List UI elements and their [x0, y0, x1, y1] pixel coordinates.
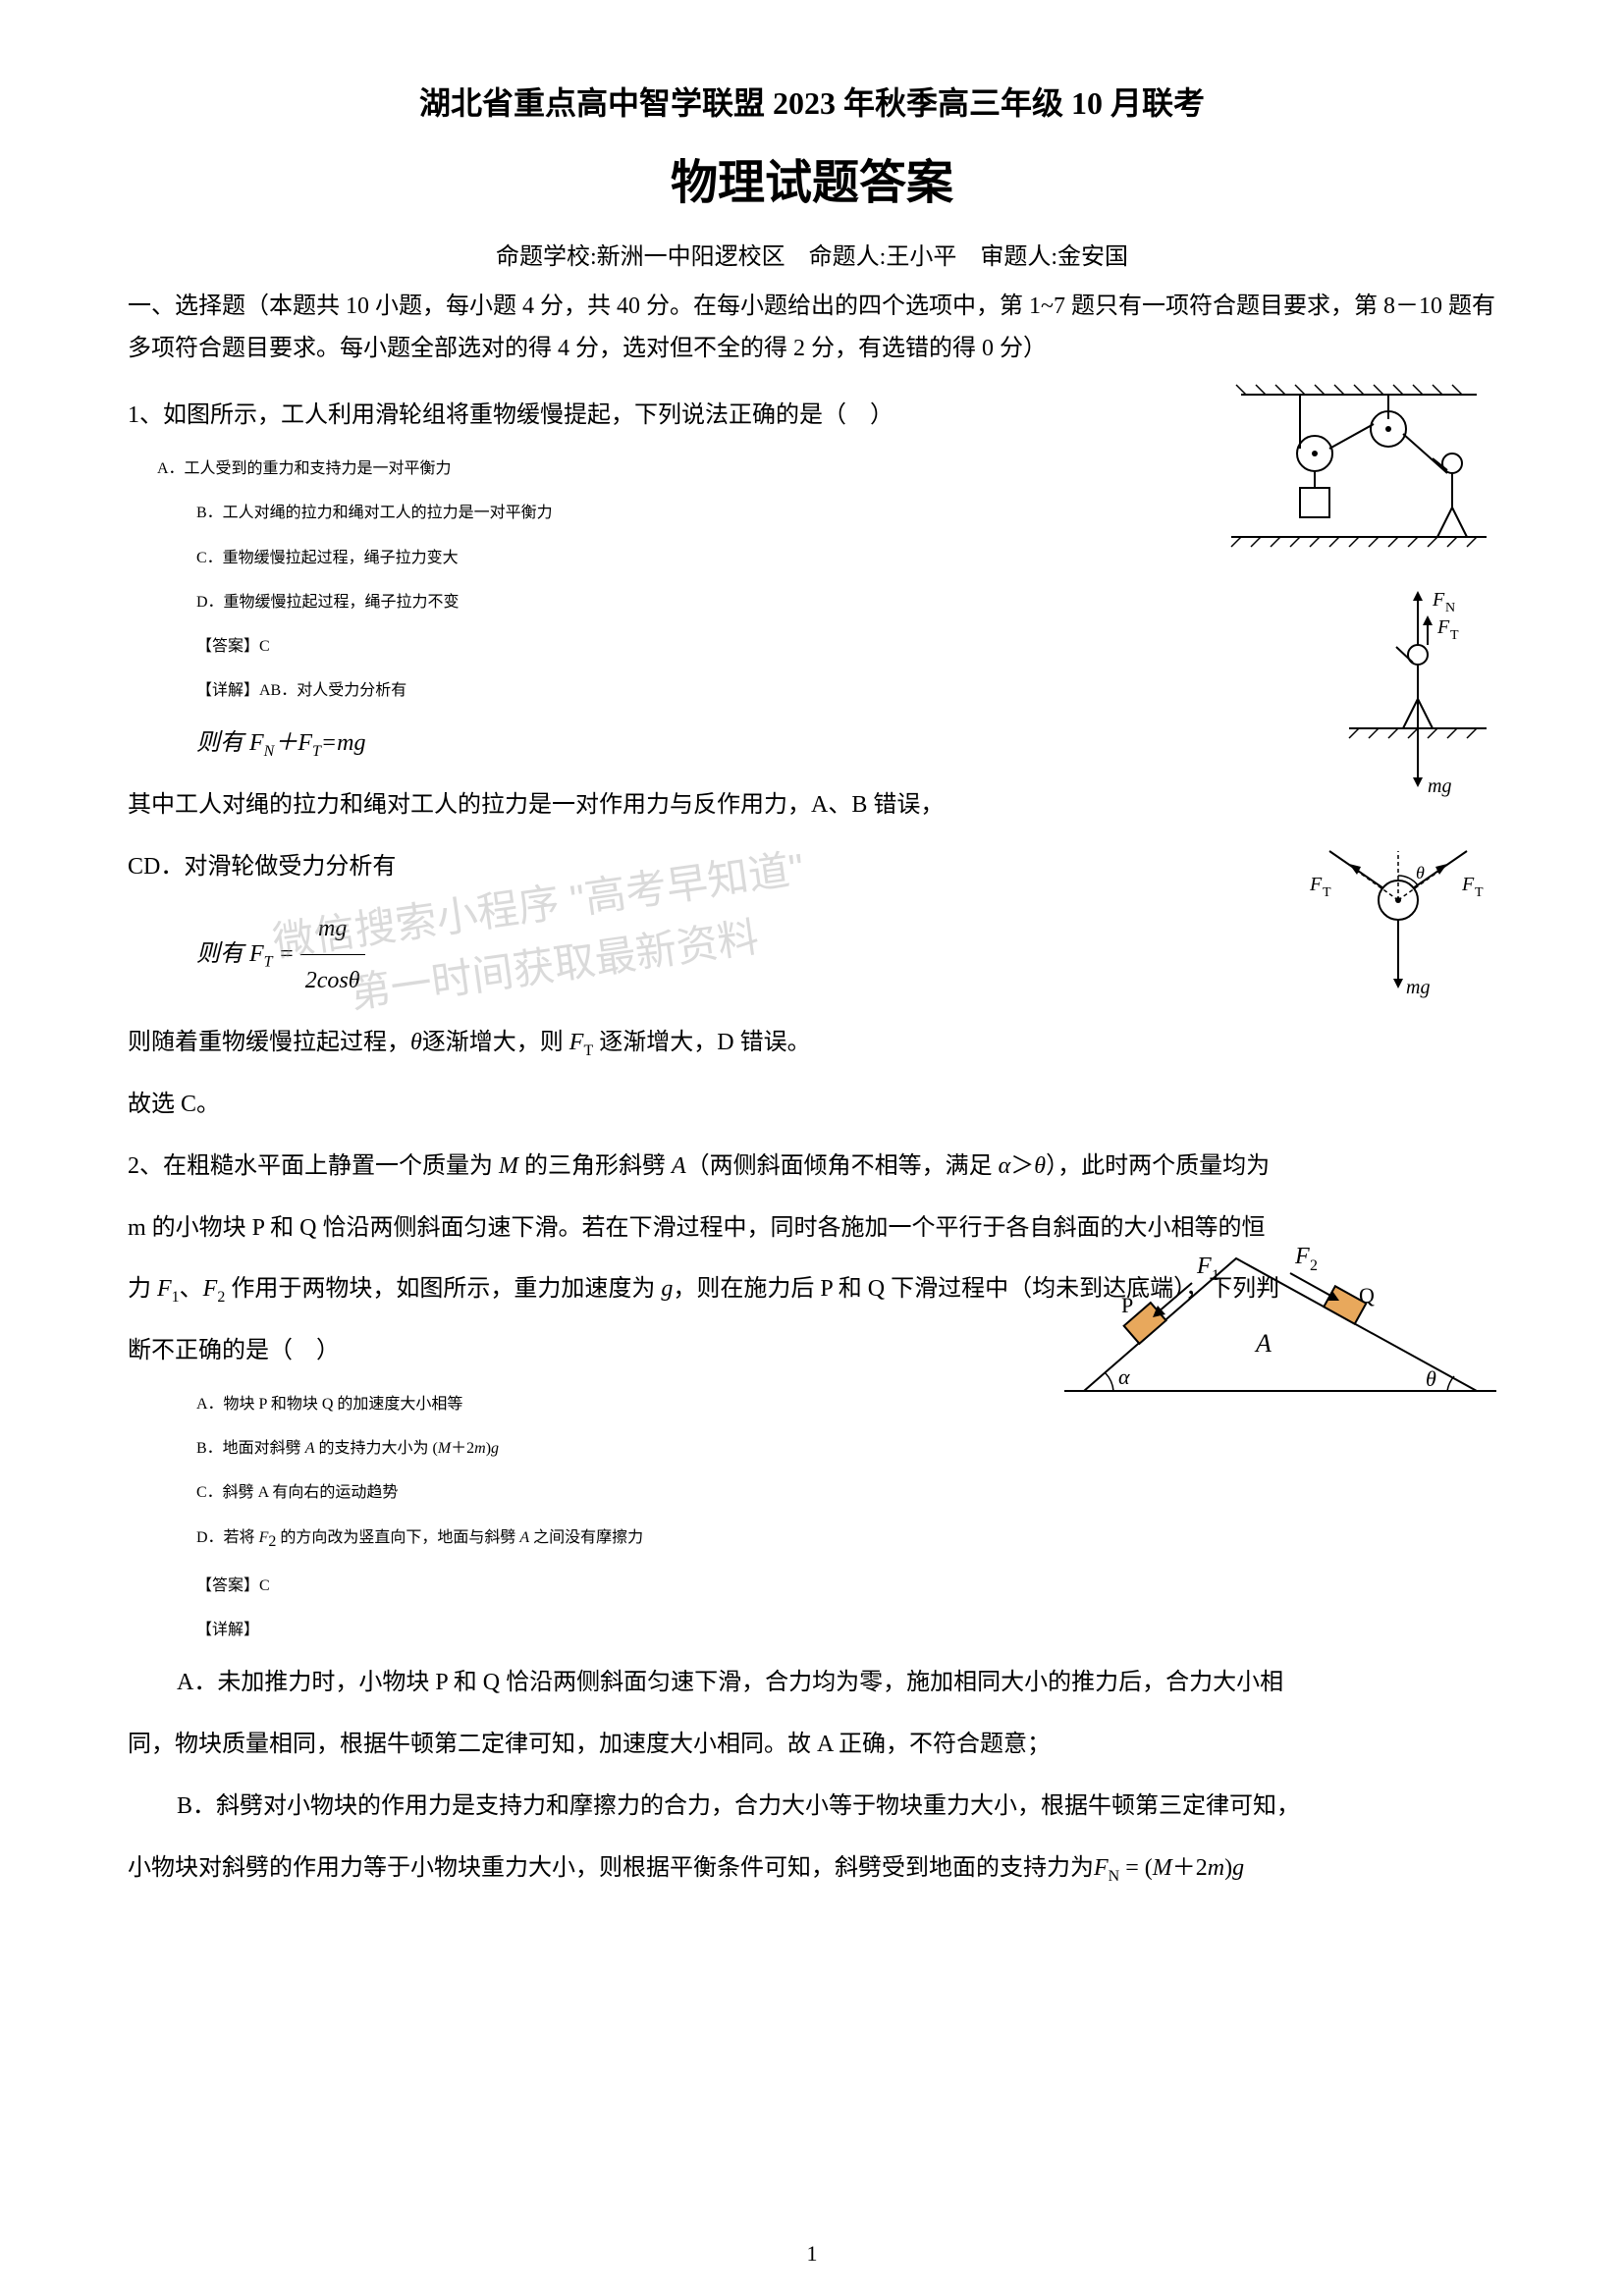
q1-explain-cd: CD．对滑轮做受力分析有	[128, 841, 1496, 893]
svg-text:F: F	[1196, 1254, 1212, 1279]
exam-header: 湖北省重点高中智学联盟 2023 年秋季高三年级 10 月联考	[128, 79, 1496, 124]
page-number: 1	[807, 2241, 818, 2267]
q2-explain-a: A．未加推力时，小物块 P 和 Q 恰沿两侧斜面匀速下滑，合力均为零，施加相同大…	[128, 1657, 1496, 1709]
q1-explain-ab-label: 【详解】AB．对人受力分析有	[196, 673, 1496, 708]
q1-figure-angle: F T F T θ mg	[1300, 831, 1496, 1008]
svg-text:F: F	[1461, 874, 1475, 895]
q1-figure-force: F N F T	[1320, 586, 1496, 802]
meta-info: 命题学校:新洲一中阳逻校区 命题人:王小平 审题人:金安国	[128, 237, 1496, 271]
svg-text:1: 1	[1212, 1267, 1219, 1284]
q2-explain-b: B．斜劈对小物块的作用力是支持力和摩擦力的合力，合力大小等于物块重力大小，根据牛…	[128, 1781, 1496, 1833]
section1-intro: 一、选择题（本题共 10 小题，每小题 4 分，共 40 分。在每小题给出的四个…	[128, 286, 1496, 370]
svg-text:F: F	[1432, 589, 1445, 611]
svg-text:F: F	[1309, 874, 1323, 895]
q1-figure-pulley	[1221, 380, 1496, 557]
svg-text:T: T	[1475, 885, 1484, 900]
q2-explain-label: 【详解】	[196, 1613, 1496, 1647]
q1-formula2-num: mg	[300, 903, 365, 956]
q2-option-d: D．若将 F2 的方向改为竖直向下，地面与斜劈 A 之间没有摩擦力	[196, 1521, 1496, 1559]
q1-option-d: D．重物缓慢拉起过程，绳子拉力不变	[196, 585, 1496, 619]
q1-formula1-prefix: 则有	[196, 730, 249, 756]
svg-text:mg: mg	[1428, 775, 1451, 797]
svg-text:α: α	[1118, 1364, 1130, 1389]
svg-text:T: T	[1450, 628, 1459, 643]
svg-text:2: 2	[1310, 1257, 1318, 1274]
q2-option-b: B．地面对斜劈 A 的支持力大小为 (M＋2m)g	[196, 1431, 1496, 1466]
q2-explain-a2: 同，物块质量相同，根据牛顿第二定律可知，加速度大小相同。故 A 正确，不符合题意…	[128, 1719, 1496, 1771]
q2-stem-p1: 2、在粗糙水平面上静置一个质量为 M 的三角形斜劈 A（两侧斜面倾角不相等，满足…	[128, 1141, 1496, 1193]
q1-formula1: 则有 FN＋FT=mg	[196, 718, 1496, 770]
svg-text:θ: θ	[1416, 863, 1425, 882]
svg-text:mg: mg	[1406, 977, 1430, 998]
q2-figure-triangle: F 1 F 2 P Q A α θ	[1064, 1219, 1496, 1415]
q1-answer: 【答案】C	[196, 629, 1496, 664]
q2-option-c: C．斜劈 A 有向右的运动趋势	[196, 1475, 1496, 1510]
svg-text:θ: θ	[1426, 1366, 1436, 1391]
q2-answer: 【答案】C	[196, 1569, 1496, 1603]
q1-final: 故选 C。	[128, 1079, 1496, 1131]
main-title: 物理试题答案	[128, 143, 1496, 212]
q2-explain-b2: 小物块对斜劈的作用力等于小物块重力大小，则根据平衡条件可知，斜劈受到地面的支持力…	[128, 1842, 1496, 1895]
question-1: 1、如图所示，工人利用滑轮组将重物缓慢提起，下列说法正确的是（ ） A．工人受到…	[128, 390, 1496, 1131]
svg-text:T: T	[1323, 885, 1331, 900]
q1-explain-conclusion: 则随着重物缓慢拉起过程，θ逐渐增大，则 FT 逐渐增大，D 错误。	[128, 1017, 1496, 1069]
svg-text:Q: Q	[1359, 1283, 1375, 1308]
question-2: 2、在粗糙水平面上静置一个质量为 M 的三角形斜劈 A（两侧斜面倾角不相等，满足…	[128, 1141, 1496, 1895]
q1-formula2-prefix: 则有	[196, 941, 249, 967]
svg-text:F: F	[1294, 1244, 1310, 1269]
svg-text:A: A	[1254, 1329, 1272, 1358]
svg-text:P: P	[1121, 1293, 1133, 1317]
svg-text:F: F	[1436, 616, 1450, 638]
q1-formula2-den: 2cosθ	[300, 955, 365, 1007]
svg-text:N: N	[1445, 601, 1455, 615]
q1-explain-ab: 其中工人对绳的拉力和绳对工人的拉力是一对作用力与反作用力，A、B 错误，	[128, 779, 1496, 831]
